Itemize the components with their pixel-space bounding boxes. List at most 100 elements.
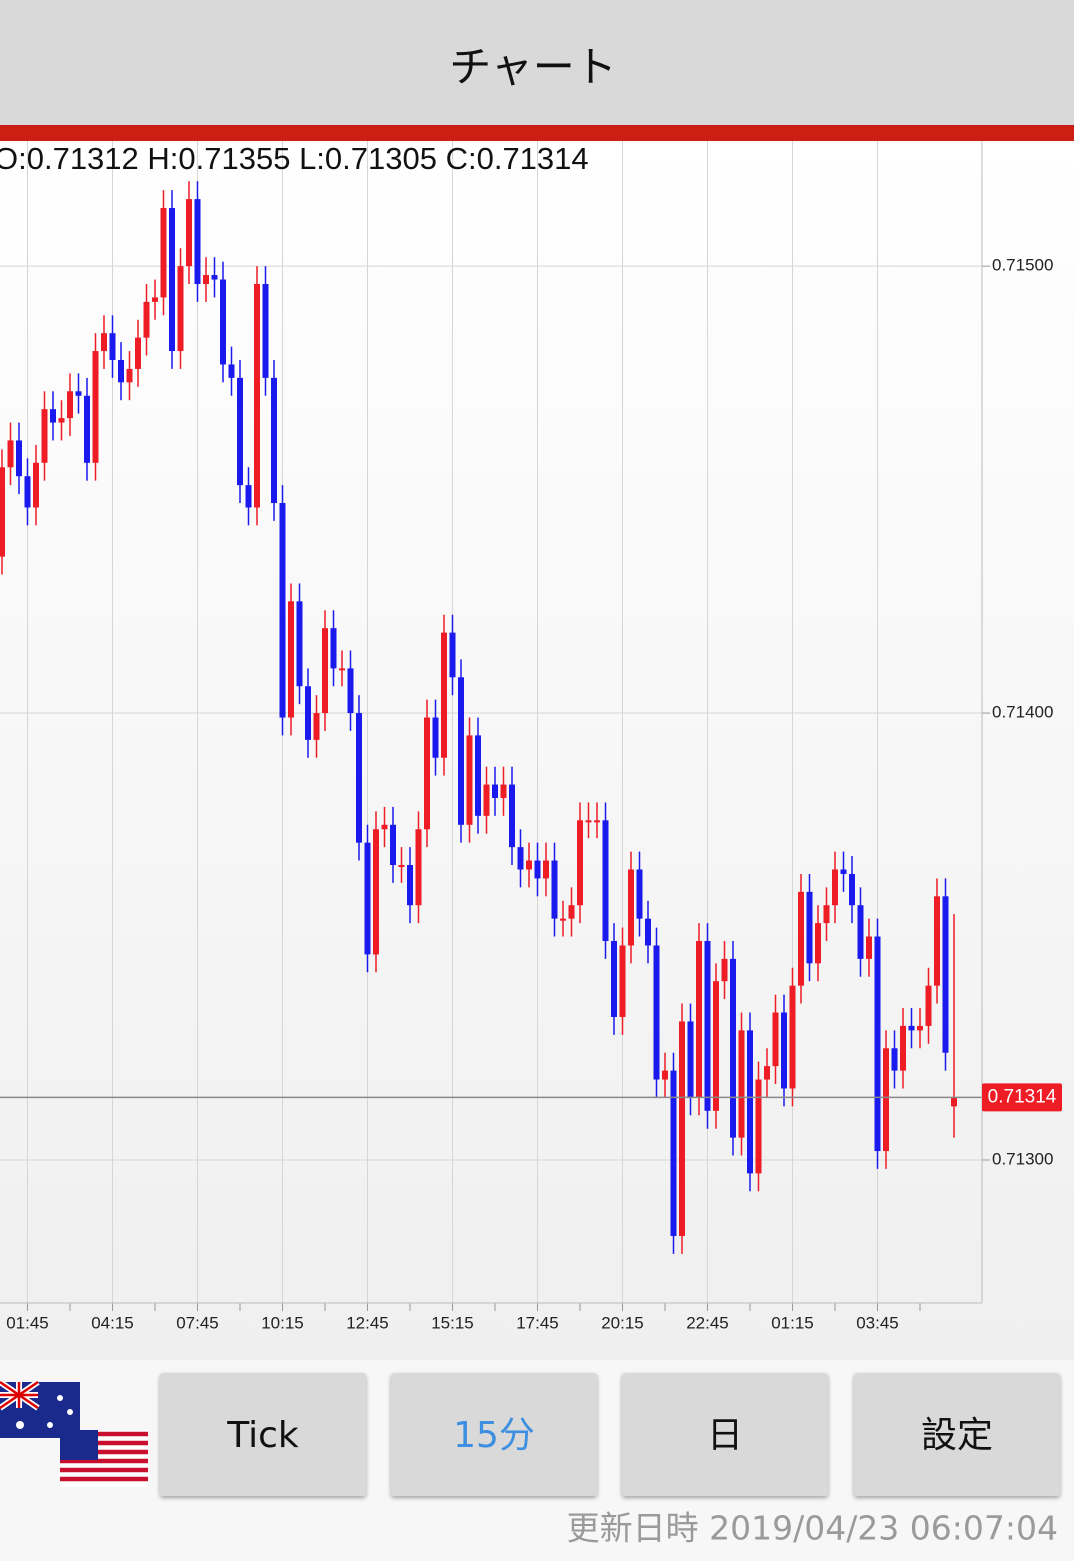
candle-body [373,829,379,955]
candle-body [449,632,456,678]
candle-body [109,333,116,360]
candle-body [594,820,600,823]
tab-button[interactable]: 日 [622,1373,828,1496]
candle-body [356,713,362,843]
candle-body [764,1066,770,1080]
candle-body [653,945,660,1080]
button-label[interactable]: 設定 [921,1415,993,1456]
candle-body [41,409,48,463]
candle-body [628,869,634,946]
current-price-label: 0.71314 [988,1086,1057,1107]
candle-body [857,905,864,959]
candle-body [483,784,490,816]
candle-body [755,1079,762,1174]
aud-star [67,1409,73,1415]
x-tick-label: 03:45 [856,1313,899,1332]
candle-body [245,485,252,508]
ohlc-label: O:0.71312 H:0.71355 L:0.71305 C:0.71314 [0,141,589,176]
candle-body [160,208,167,298]
candle-body [730,958,736,1138]
candle-body [84,395,90,463]
candle-body [704,940,711,1111]
button-face[interactable] [391,1373,597,1496]
candle-body [687,1021,694,1098]
candle-body [101,333,107,352]
button-face[interactable] [854,1373,1060,1496]
candle-body [305,686,311,740]
x-tick-label: 12:45 [346,1313,389,1332]
candle-body [390,824,396,866]
candle-body [560,918,566,921]
x-tick-label: 22:45 [686,1313,729,1332]
x-tick-label: 20:15 [601,1313,644,1332]
candle-body [551,860,558,919]
candle-body [492,784,498,798]
candle-body [721,958,728,982]
candle-body [662,1070,668,1080]
candle-body [407,865,413,906]
candle-body [458,677,464,825]
buttons: Tick 15分 日 設定 [160,1373,1060,1496]
candle-body [7,440,14,468]
tab-button[interactable]: 設定 [854,1373,1060,1496]
candle-body [934,896,940,986]
candle-body [271,377,277,504]
candle-body [509,784,515,848]
candle-body [789,985,796,1089]
candle-body [611,940,617,1017]
y-tick-label: 0.71500 [992,256,1053,275]
candle-body [543,860,549,879]
button-label[interactable]: Tick [226,1415,299,1456]
candle-body [645,918,651,946]
candle-body [917,1025,923,1031]
candle-body [33,462,39,508]
button-face[interactable] [160,1373,366,1496]
header-title: チャート [449,43,617,92]
tab-button[interactable]: 15分 [391,1373,597,1496]
button-label[interactable]: 15分 [453,1415,535,1456]
candle-body [424,717,430,830]
candle-body [534,860,541,879]
button-label[interactable]: 日 [707,1415,743,1456]
candle-body [364,842,371,955]
candle-body [679,1021,685,1236]
x-tick-label: 01:15 [771,1313,814,1332]
candle-body [466,735,473,825]
y-tick-label: 0.71400 [992,703,1053,722]
candle-body [194,199,201,285]
candle-body [211,275,218,280]
candle-body [398,865,405,868]
candle-body [50,409,56,423]
candle-body [713,981,719,1111]
currency-flags [0,1379,148,1487]
candle-body [237,377,243,486]
candle-body [738,1030,745,1138]
candle-body [840,869,847,874]
candle-body [228,364,235,378]
candle-body [832,869,838,906]
candle-body [747,1030,753,1174]
candle-body [177,266,184,352]
candle-body [220,279,226,365]
usd-canton [60,1430,98,1460]
x-tick-label: 17:45 [516,1313,559,1332]
candle-body [585,820,592,823]
candle-body [874,936,881,1152]
candle-body [900,1025,906,1071]
candle-body [75,391,82,396]
candle-body [866,936,872,959]
candle-body [322,628,328,714]
candle-body [849,873,855,906]
candle-body [798,891,804,986]
button-face[interactable] [622,1373,828,1496]
x-tick-label: 15:15 [431,1313,474,1332]
accent-bar [0,125,1074,141]
candle-body [347,668,354,714]
plot [0,141,990,1311]
candle-body [339,668,345,671]
tab-button[interactable]: Tick [160,1373,366,1496]
aud-star [57,1395,63,1401]
candle-body [772,1012,779,1067]
candle-body [92,351,99,463]
